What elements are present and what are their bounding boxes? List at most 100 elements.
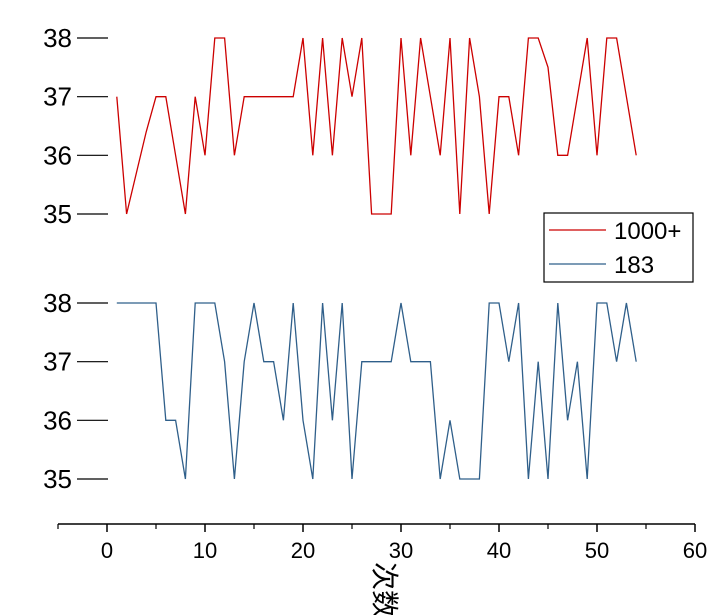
data-point: [224, 37, 226, 39]
legend-label-183: 183: [614, 252, 654, 279]
data-point: [204, 302, 206, 304]
data-point: [606, 302, 608, 304]
x-tick-label: 0: [101, 538, 113, 563]
data-point: [479, 96, 481, 98]
y-tick-label: 37: [43, 82, 72, 112]
data-point: [400, 37, 402, 39]
data-point: [528, 478, 530, 480]
data-point: [263, 96, 265, 98]
data-point: [439, 478, 441, 480]
data-point: [390, 213, 392, 215]
data-point: [332, 420, 334, 422]
data-point: [194, 302, 196, 304]
data-point: [332, 155, 334, 157]
legend-label-1000plus: 1000+: [614, 218, 681, 245]
data-point: [155, 96, 157, 98]
x-tick-label: 30: [389, 538, 413, 563]
data-point: [459, 478, 461, 480]
data-point: [224, 361, 226, 363]
data-point: [528, 37, 530, 39]
data-point: [204, 155, 206, 157]
data-point: [253, 96, 255, 98]
data-point: [381, 213, 383, 215]
data-point: [626, 96, 628, 98]
data-point: [312, 155, 314, 157]
x-axis-label: 次数: [368, 562, 401, 615]
data-point: [381, 361, 383, 363]
data-point: [518, 302, 520, 304]
data-point: [292, 96, 294, 98]
data-point: [165, 420, 167, 422]
data-point: [508, 361, 510, 363]
data-point: [547, 67, 549, 69]
x-tick-label: 20: [291, 538, 315, 563]
x-tick-label: 60: [683, 538, 707, 563]
data-point: [439, 155, 441, 157]
data-point: [243, 361, 245, 363]
data-point: [361, 361, 363, 363]
series-line-1: [116, 302, 637, 480]
data-point: [194, 96, 196, 98]
y-tick-label: 35: [43, 199, 72, 229]
data-point: [175, 155, 177, 157]
data-point: [243, 96, 245, 98]
data-point: [606, 37, 608, 39]
data-point: [449, 420, 451, 422]
data-point: [371, 361, 373, 363]
data-point: [586, 478, 588, 480]
data-point: [292, 302, 294, 304]
data-point: [508, 96, 510, 98]
y-tick-label: 37: [43, 347, 72, 377]
series-line-0: [116, 37, 637, 215]
top-panel: 35 36 37 38: [43, 23, 637, 229]
data-point: [273, 96, 275, 98]
data-point: [322, 37, 324, 39]
y-tick-label: 36: [43, 140, 72, 170]
data-point: [635, 361, 637, 363]
data-point: [557, 302, 559, 304]
data-point: [616, 361, 618, 363]
data-point: [234, 478, 236, 480]
data-point: [518, 155, 520, 157]
data-point: [351, 96, 353, 98]
x-tick-label: 40: [487, 538, 511, 563]
data-point: [626, 302, 628, 304]
data-point: [283, 420, 285, 422]
data-point: [371, 213, 373, 215]
data-point: [145, 302, 147, 304]
data-point: [312, 478, 314, 480]
data-point: [586, 37, 588, 39]
y-tick-label: 36: [43, 405, 72, 435]
data-point: [410, 361, 412, 363]
data-point: [116, 302, 118, 304]
data-point: [155, 302, 157, 304]
data-point: [390, 361, 392, 363]
data-point: [165, 96, 167, 98]
data-point: [185, 213, 187, 215]
data-point: [577, 361, 579, 363]
data-point: [567, 155, 569, 157]
data-point: [283, 96, 285, 98]
data-point: [577, 96, 579, 98]
data-point: [175, 420, 177, 422]
data-point: [537, 37, 539, 39]
data-point: [469, 37, 471, 39]
data-point: [253, 302, 255, 304]
data-point: [430, 96, 432, 98]
data-point: [273, 361, 275, 363]
data-point: [469, 478, 471, 480]
data-point: [145, 131, 147, 133]
data-point: [136, 302, 138, 304]
data-point: [596, 155, 598, 157]
data-point: [126, 302, 128, 304]
data-point: [322, 302, 324, 304]
data-point: [635, 155, 637, 157]
data-point: [459, 213, 461, 215]
legend: 1000+ 183: [543, 212, 694, 283]
bottom-panel: 35 36 37 38: [43, 288, 637, 494]
y-tick-label: 38: [43, 23, 72, 53]
data-point: [557, 155, 559, 157]
data-point: [234, 155, 236, 157]
data-point: [596, 302, 598, 304]
